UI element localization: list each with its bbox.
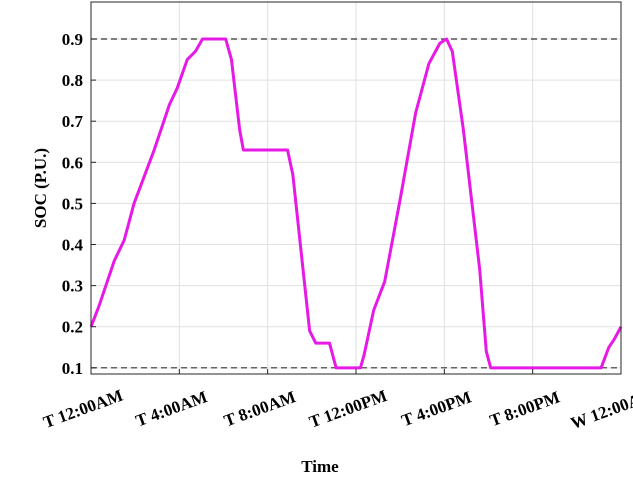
y-tick-label: 0.6 [62,153,83,172]
plot-area [89,37,623,370]
y-tick-label: 0.1 [62,359,83,378]
y-tick-label: 0.7 [62,112,84,131]
series-line [89,37,623,370]
x-axis-label: Time [301,457,339,476]
x-tick-label: T 4:00AM [133,387,210,430]
x-tick-label: W 12:00AM [568,385,633,433]
y-tick-label: 0.8 [62,71,83,90]
y-tick-label: 0.4 [62,236,84,255]
y-tick-label: 0.5 [62,194,83,213]
y-tick-label: 0.3 [62,277,83,296]
x-tick-label: T 12:00AM [41,386,126,432]
y-tick-label: 0.2 [62,318,83,337]
x-tick-label: T 12:00PM [307,386,390,432]
y-tick-label: 0.9 [62,30,83,49]
y-axis-label: SOC (P.U.) [31,148,50,228]
x-tick-label: T 4:00PM [399,387,474,430]
x-tick-label: T 8:00AM [221,387,298,430]
x-tick-label: T 8:00PM [487,387,562,430]
grid [90,2,622,374]
